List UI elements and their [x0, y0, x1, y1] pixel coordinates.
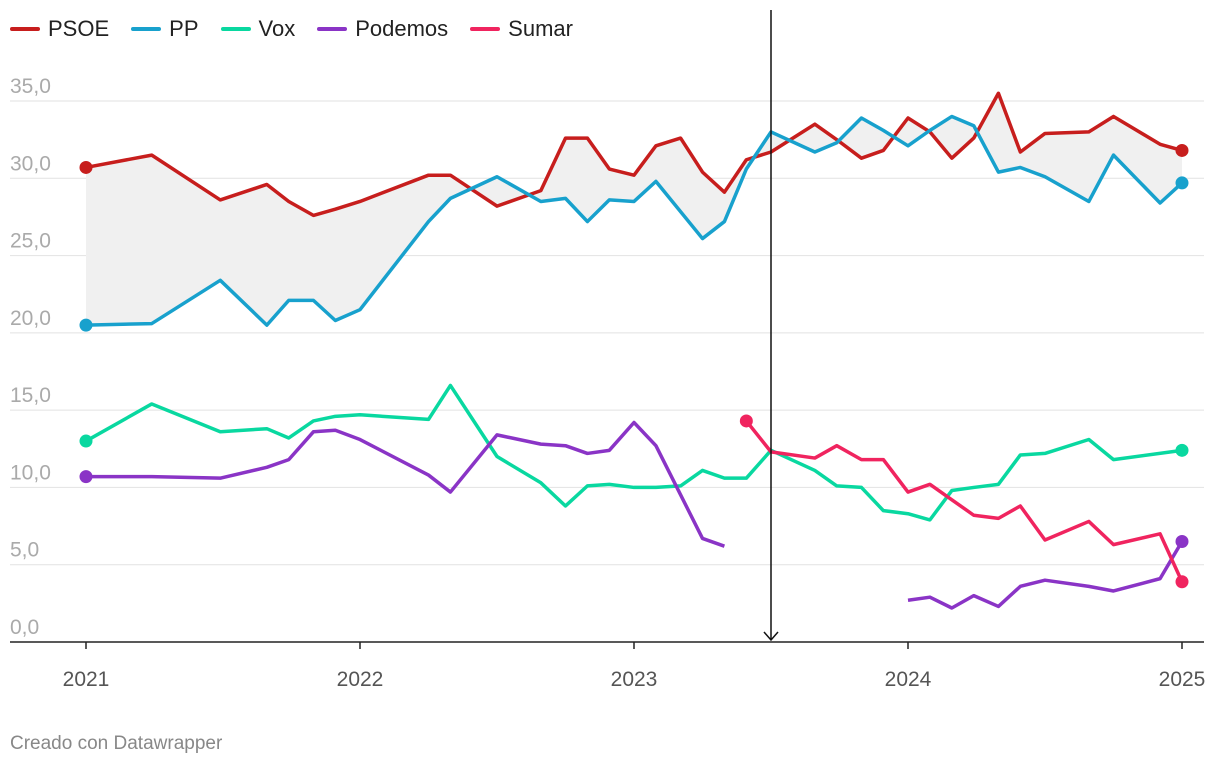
- y-tick-label: 25,0: [10, 230, 51, 253]
- x-tick-label: 2021: [63, 668, 110, 691]
- legend-label: Sumar: [508, 16, 573, 41]
- legend-swatch: [131, 27, 162, 31]
- series-line-podemos: [86, 420, 726, 548]
- legend-item-podemos: Podemos: [317, 16, 448, 42]
- y-tick-label: 20,0: [10, 307, 51, 330]
- arrow-down-icon: [763, 631, 779, 642]
- series-start-dot-vox: [79, 434, 93, 448]
- series-start-dot-pp: [79, 318, 93, 332]
- series-line-sumar: [744, 419, 1184, 583]
- series-end-dot-psoe: [1175, 143, 1189, 157]
- y-tick-label: 5,0: [10, 539, 39, 562]
- y-tick-label: 35,0: [10, 75, 51, 98]
- series-line-psoe: [85, 91, 1183, 218]
- legend-label: PP: [169, 16, 199, 41]
- x-tick-label: 2025: [1159, 668, 1206, 691]
- series-line-vox: [85, 383, 1183, 522]
- series-end-dot-podemos: [1175, 535, 1189, 549]
- x-tick-label: 2023: [611, 668, 658, 691]
- legend-item-vox: Vox: [220, 16, 296, 42]
- x-tick-label: 2022: [337, 668, 384, 691]
- legend-label: Podemos: [355, 16, 449, 41]
- legend-swatch: [10, 27, 40, 31]
- legend-item-psoe: PSOE: [10, 16, 109, 42]
- series-start-dot-podemos: [79, 470, 93, 484]
- series-start-dot-psoe: [79, 160, 93, 174]
- legend-swatch: [470, 27, 501, 31]
- legend-label: Vox: [258, 16, 296, 41]
- shaded-gap-area: [86, 93, 1182, 326]
- legend-swatch: [317, 27, 348, 31]
- x-tick-label: 2024: [885, 668, 932, 691]
- legend: PSOE PP Vox Podemos Sumar: [10, 16, 573, 42]
- y-tick-label: 0,0: [10, 616, 39, 639]
- y-tick-label: 30,0: [10, 152, 51, 175]
- y-tick-label: 10,0: [10, 461, 51, 484]
- legend-swatch: [220, 27, 251, 31]
- series-end-dot-pp: [1175, 176, 1189, 190]
- credit-text: Creado con Datawrapper: [10, 733, 223, 754]
- y-tick-label: 15,0: [10, 384, 51, 407]
- series-line-podemos: [907, 540, 1184, 610]
- series-start-dot-sumar: [739, 414, 753, 428]
- series-line-pp: [85, 114, 1184, 327]
- series-end-dot-vox: [1175, 443, 1189, 457]
- series-end-dot-sumar: [1175, 575, 1189, 589]
- legend-label: PSOE: [48, 16, 110, 41]
- legend-item-pp: PP: [131, 16, 199, 42]
- legend-item-sumar: Sumar: [470, 16, 573, 42]
